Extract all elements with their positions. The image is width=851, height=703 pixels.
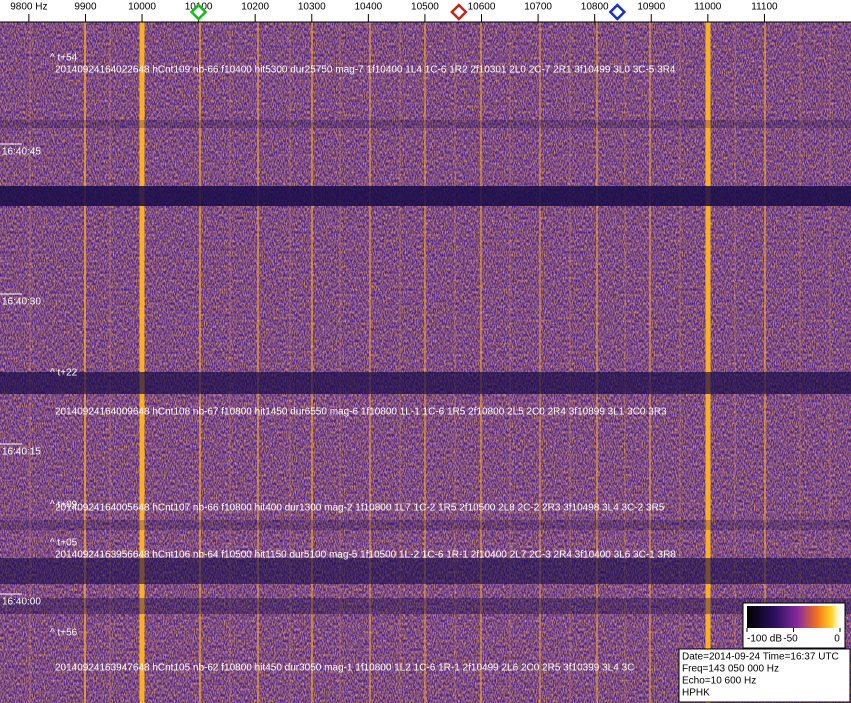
tick-label: 10500	[411, 2, 439, 13]
tick-label: 10800	[581, 2, 609, 13]
carrier-line	[29, 22, 31, 703]
carrier-line	[399, 22, 401, 703]
tick-label: 10700	[524, 2, 552, 13]
tick-label: 10900	[637, 2, 665, 13]
frequency-marker	[450, 3, 468, 21]
carrier-line	[84, 22, 86, 703]
tick-label: 10400	[354, 2, 382, 13]
frequency-marker	[608, 3, 627, 21]
event-offset: ^ t+56	[50, 628, 78, 639]
tick-label: 9800 Hz	[10, 2, 47, 13]
colorbar-label: -100 dB	[747, 634, 782, 645]
dark-band	[0, 520, 851, 530]
carrier-line	[705, 22, 711, 703]
frequency-marker	[189, 3, 208, 21]
carrier-line	[424, 22, 426, 703]
tick-label: 9900	[74, 2, 97, 13]
info-line: Date=2014-09-24 Time=16:37 UTC	[682, 652, 839, 663]
carrier-line	[339, 22, 341, 703]
event-offset: ^ t+05	[50, 538, 78, 549]
event-offset: ^ t+22	[50, 368, 78, 379]
info-box	[678, 648, 851, 703]
carrier-line	[799, 22, 801, 703]
carrier-line	[829, 22, 831, 703]
time-label: 16:40:00	[2, 597, 41, 608]
tick-label: 10000	[128, 2, 156, 13]
colorbar	[747, 606, 840, 628]
info-line: Echo=10 600 Hz	[682, 676, 756, 687]
carrier-line	[109, 22, 111, 703]
colorbar-label: -50	[783, 634, 798, 645]
tick-label: 11100	[751, 2, 778, 13]
carrier-line	[679, 22, 681, 703]
tick-label: 10200	[241, 2, 269, 13]
tick-label: 10600	[468, 2, 496, 13]
dark-band	[0, 372, 851, 394]
info-line: Freq=143 050 000 Hz	[682, 664, 779, 675]
carrier-line	[624, 22, 626, 703]
time-label: 16:40:30	[2, 297, 41, 308]
carrier-line	[229, 22, 231, 703]
carrier-line	[289, 22, 291, 703]
tick-label: 11000	[694, 2, 722, 13]
dark-band	[0, 598, 851, 614]
carrier-line	[257, 22, 259, 703]
carrier-line	[569, 22, 571, 703]
carrier-line	[596, 22, 598, 703]
carrier-line	[649, 22, 651, 703]
dark-band	[0, 186, 851, 206]
carrier-line	[454, 22, 456, 703]
tick-label: 10300	[298, 2, 326, 13]
event-offset: ^ t+54	[50, 53, 78, 64]
event-detail: 20140924163947648 hCnt105 nb-62 f10800 h…	[55, 663, 634, 674]
event-offset: ^ t+09	[50, 500, 78, 511]
dark-band	[0, 120, 851, 128]
event-detail: 20140924164022648 hCnt109 nb-66 f10400 h…	[55, 65, 676, 76]
carrier-line	[509, 22, 511, 703]
event-detail: 20140924164005648 hCnt107 nb-66 f10800 h…	[55, 503, 665, 514]
carrier-line	[369, 22, 371, 703]
carrier-line	[139, 22, 145, 703]
carrier-line	[199, 22, 201, 703]
event-detail: 20140924164009648 hCnt108 nb-67 f10800 h…	[55, 407, 667, 418]
time-label: 16:40:15	[2, 447, 41, 458]
dark-band	[0, 558, 851, 584]
info-line: HPHK	[682, 688, 710, 699]
time-label: 16:40:45	[2, 147, 41, 158]
frequency-axis	[0, 0, 851, 22]
carrier-line	[480, 22, 482, 703]
event-detail: 20140924163956648 hCnt106 nb-64 f10500 h…	[55, 550, 676, 561]
colorbar-label: 0	[834, 634, 840, 645]
carrier-line	[734, 22, 736, 703]
carrier-line	[539, 22, 541, 703]
carrier-line	[764, 22, 766, 703]
carrier-line	[311, 22, 313, 703]
